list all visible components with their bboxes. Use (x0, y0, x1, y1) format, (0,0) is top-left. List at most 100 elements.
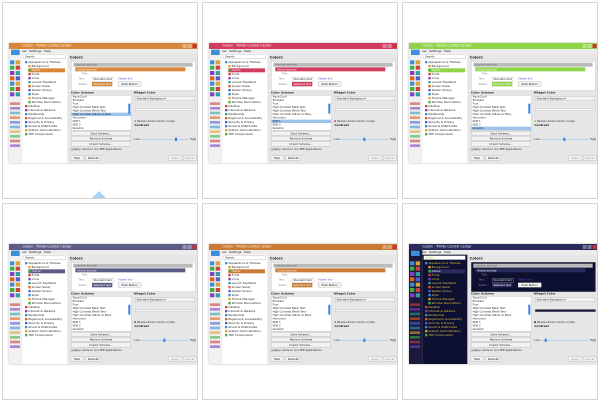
widget-color-swatch[interactable] (534, 108, 596, 111)
taskbar-item-icon[interactable] (9, 303, 20, 306)
taskbar-item-icon[interactable] (409, 317, 420, 320)
taskbar-item-icon[interactable] (409, 340, 420, 344)
tree-item[interactable]: Colors (28, 68, 65, 73)
menu-settings[interactable]: Settings (29, 250, 42, 254)
taskbar-item-icon[interactable] (209, 317, 220, 320)
tree-item[interactable]: Internet & Network (24, 309, 55, 313)
close-button[interactable] (192, 244, 197, 249)
launcher-icon[interactable] (209, 92, 215, 97)
launcher-icon[interactable] (215, 282, 220, 287)
scheme-item[interactable]: Aqua Crud (272, 95, 287, 99)
launcher-icon[interactable] (215, 65, 220, 70)
tree-item[interactable]: Colors (428, 269, 465, 274)
import-scheme-button[interactable]: Import Scheme... (270, 342, 331, 348)
tree-item[interactable]: Launch Feedback (428, 281, 456, 285)
cancel-button[interactable]: Cancel (582, 356, 597, 362)
tree-item[interactable]: Window Decorations (28, 100, 61, 104)
menu-view[interactable]: View (219, 250, 227, 254)
launcher-icon[interactable] (409, 277, 415, 282)
scheme-item[interactable]: Aqua Crud (272, 296, 287, 300)
thumbnail[interactable]: Colors - Trinity Control CenterFileViewS… (402, 2, 598, 199)
taskbar-item-icon[interactable] (9, 317, 20, 320)
tree-item[interactable]: Style (28, 92, 39, 96)
launcher-icon[interactable] (415, 60, 420, 65)
launcher-icon[interactable] (15, 271, 20, 276)
close-button[interactable] (392, 244, 397, 249)
remove-scheme-button[interactable]: Remove Scheme (270, 136, 331, 141)
scheme-item[interactable]: High Contrast White Text (272, 109, 306, 113)
tree-item[interactable]: Window Decorations (428, 301, 461, 305)
menu-help[interactable]: Help (244, 49, 251, 53)
launcher-icon[interactable] (15, 92, 20, 97)
tree-item[interactable]: Appearance & Themes (224, 261, 261, 265)
widget-color-select[interactable]: Standard Background (534, 96, 595, 101)
thumbnail[interactable]: Colors - Trinity Control CenterFileViewS… (2, 203, 198, 400)
launcher-icon[interactable] (9, 70, 15, 75)
taskbar-item-icon[interactable] (209, 321, 220, 325)
menu-help[interactable]: Help (244, 250, 251, 254)
tree-item[interactable]: Sound & Multimedia (24, 325, 57, 329)
tree-item[interactable]: Screen Saver (428, 285, 450, 289)
launcher-icon[interactable] (15, 76, 20, 81)
launcher-icon[interactable] (409, 266, 415, 271)
defaults-button[interactable]: Defaults (85, 356, 101, 362)
help-button[interactable]: Help (70, 356, 84, 362)
apply-non-tde-checkbox[interactable] (270, 349, 273, 352)
taskbar-item-icon[interactable] (9, 335, 20, 339)
remove-scheme-button[interactable]: Remove Scheme (270, 337, 331, 342)
launcher-icon[interactable] (9, 86, 15, 91)
tree-item[interactable]: Screen Saver (228, 84, 250, 88)
import-scheme-button[interactable]: Import Scheme... (470, 141, 531, 147)
scheme-item[interactable]: High Contrast Black Text (472, 105, 506, 109)
shade-checkbox[interactable] (134, 120, 136, 122)
tree-item[interactable]: Appearance & Themes (224, 60, 261, 64)
launcher-icon[interactable] (415, 282, 420, 287)
tree-item[interactable]: TDE Components (424, 132, 453, 136)
scheme-item[interactable]: Keramik (272, 126, 284, 130)
tree-item[interactable]: Style (228, 293, 239, 297)
launcher-icon[interactable] (209, 277, 215, 282)
scheme-item[interactable]: High Contrast Yellow on Blue (472, 112, 512, 116)
launcher-icon[interactable] (15, 266, 20, 271)
launcher-icon[interactable] (209, 70, 215, 75)
scheme-item[interactable]: Emerald (272, 98, 284, 102)
minimize-button[interactable] (582, 43, 587, 48)
tree-item[interactable]: Peripherals (424, 313, 444, 317)
widget-color-select[interactable]: Standard Background (334, 297, 395, 302)
tree-item[interactable]: Security & Privacy (24, 120, 54, 124)
launcher-icon[interactable] (415, 277, 420, 282)
tree-item[interactable]: Screen Saver (28, 84, 50, 88)
launcher-icon[interactable] (9, 266, 15, 271)
launcher-icon[interactable] (415, 81, 420, 86)
launcher-icon[interactable] (9, 60, 15, 65)
scheme-item[interactable]: Flux (272, 303, 279, 307)
launcher-icon[interactable] (415, 271, 420, 276)
remove-scheme-button[interactable]: Remove Scheme (70, 136, 131, 141)
scheme-item[interactable]: Honorium (472, 317, 486, 321)
search-input[interactable]: Search: (223, 255, 266, 260)
defaults-button[interactable]: Defaults (485, 155, 501, 161)
menu-settings[interactable]: Settings (229, 250, 242, 254)
launcher-icon[interactable] (415, 261, 420, 266)
taskbar-item-icon[interactable] (409, 335, 420, 339)
tree-item[interactable]: Colors (28, 269, 65, 274)
taskbar-item-icon[interactable] (409, 134, 420, 138)
taskbar-item-icon[interactable] (9, 326, 20, 330)
tree-item[interactable]: Security & Privacy (424, 120, 454, 124)
defaults-button[interactable]: Defaults (285, 356, 301, 362)
scheme-item[interactable]: KDE 2 (72, 324, 81, 328)
tree-item[interactable]: Regional & Accessibility (224, 116, 262, 120)
help-button[interactable]: Help (470, 356, 484, 362)
scheme-item[interactable]: Flux (72, 303, 79, 307)
taskbar-item-icon[interactable] (209, 125, 220, 129)
taskbar-item-icon[interactable] (409, 111, 420, 115)
taskbar-item-icon[interactable] (9, 321, 20, 325)
remove-scheme-button[interactable]: Remove Scheme (470, 337, 531, 342)
shade-checkbox[interactable] (334, 120, 336, 122)
taskbar-item-icon[interactable] (409, 345, 420, 348)
launcher-icon[interactable] (409, 287, 415, 292)
taskbar-item-icon[interactable] (209, 134, 220, 138)
launcher-icon[interactable] (9, 65, 15, 70)
menu-view[interactable]: View (19, 250, 27, 254)
scheme-item[interactable]: High Contrast Black Text (472, 306, 506, 310)
